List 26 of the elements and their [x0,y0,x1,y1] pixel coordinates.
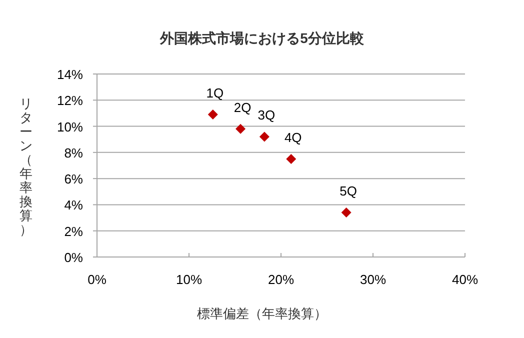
y-tick-label: 6% [64,172,84,187]
y-tick-label: 4% [64,198,84,213]
annotation: 1Q [206,86,224,101]
y-tick-label: 12% [56,93,84,108]
chart-title: 外国株式市場における5分位比較 [159,30,365,46]
point [208,110,218,120]
point [259,132,270,142]
x-tick-label: 40% [452,272,478,287]
x-tick-label: 30% [360,272,386,287]
x-tick-label: 0% [88,272,107,287]
y-tick-label: 10% [56,119,84,134]
annotation: 3Q [258,108,276,123]
annotation: 4Q [284,130,302,145]
point [341,208,352,218]
y-tick-label: 8% [64,145,84,160]
x-axis-title: 標準偏差（年率換算） [197,306,327,321]
ylabel: リターン（年率換算） [20,96,32,237]
annotation: 5Q [340,184,357,199]
y-tick-label: 2% [64,224,84,239]
point [286,154,296,164]
point [236,124,246,134]
x-tick-label: 20% [268,272,294,287]
annotation: 2Q [234,100,252,115]
y-tick-label: 14% [56,67,84,82]
y-tick-label: 0% [64,250,84,265]
x-tick-label: 10% [176,272,202,287]
